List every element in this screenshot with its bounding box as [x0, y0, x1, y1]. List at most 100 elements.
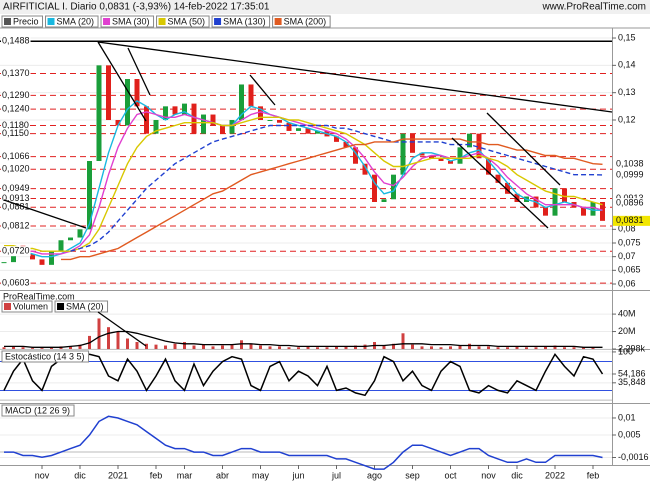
candle	[495, 174, 501, 183]
x-tick-label: feb	[587, 470, 600, 480]
volume-bar	[145, 343, 148, 349]
volume-bar	[221, 345, 224, 349]
legend-label: Precio	[13, 16, 39, 26]
level-label: 0,1290	[2, 90, 30, 100]
trend-line	[97, 311, 147, 347]
legend-box	[1, 404, 75, 417]
trend-line	[3, 199, 87, 229]
volume-bar	[297, 347, 300, 349]
level-label-bg	[1, 90, 31, 101]
legend-box	[272, 15, 331, 28]
y-tick-label: 54,186	[618, 368, 646, 378]
candle	[600, 201, 605, 221]
candle	[163, 106, 168, 121]
level-label: 0,1150	[2, 128, 29, 138]
level-label-bg	[1, 202, 31, 213]
x-tick-label: jul	[331, 470, 341, 480]
legend-box	[1, 300, 53, 313]
candle	[106, 65, 111, 121]
price-marker-label: 0,0831	[616, 215, 644, 225]
volume-bar	[572, 347, 576, 349]
volume-bar	[278, 346, 281, 349]
volume-bar	[420, 346, 424, 349]
volume-bar	[107, 327, 110, 349]
volume-bar	[268, 346, 272, 349]
legend-label: SMA (20)	[66, 301, 104, 311]
price-marker-label: 0,0999	[616, 169, 644, 179]
sma-line	[61, 138, 603, 261]
candle	[125, 79, 130, 126]
candle	[1, 262, 7, 264]
candle	[362, 163, 368, 175]
legend-swatch	[274, 18, 282, 25]
candle	[467, 133, 472, 148]
candle	[448, 161, 453, 164]
level-label-bg	[1, 278, 31, 289]
candle	[552, 188, 558, 216]
y-tick-label: 0,065	[618, 265, 641, 275]
legend-label: SMA (50)	[168, 16, 206, 26]
price-marker	[613, 159, 650, 170]
level-label-bg	[1, 151, 31, 162]
price-marker	[613, 169, 650, 180]
candle	[429, 155, 434, 159]
y-tick-label: 40M	[618, 308, 636, 318]
candle	[96, 65, 102, 162]
volume-bar	[116, 331, 120, 349]
volume-bar	[325, 347, 329, 349]
price-marker	[613, 198, 650, 209]
candle	[400, 133, 406, 175]
level-label: 0,0913	[2, 193, 30, 203]
level-label: 0,1240	[2, 103, 30, 113]
price-marker-label: 0,0896	[616, 197, 644, 207]
volume-bar	[392, 343, 395, 349]
candle	[30, 253, 35, 260]
candle	[505, 182, 510, 194]
candle	[220, 125, 225, 134]
y-tick-label: 0,06	[618, 278, 636, 288]
panel-borders	[0, 27, 650, 466]
volume-bar	[458, 345, 462, 349]
marks: 0,15 0,14 0,13 0,12 0,08 0,075 0,07 0,065 0,06 40…	[0, 15, 650, 480]
candle	[305, 128, 311, 134]
level-label-bg	[1, 36, 31, 47]
volume-bar	[173, 343, 177, 349]
volume-bar	[563, 347, 566, 349]
candle	[343, 141, 349, 148]
volume-bar	[249, 343, 253, 349]
candle	[58, 240, 64, 252]
candle	[210, 114, 216, 126]
x-tick-label: may	[252, 470, 270, 480]
level-label-bg	[1, 193, 31, 204]
site: www.ProRealTime.com	[541, 2, 646, 13]
level-label: 0,1066	[2, 151, 30, 161]
volume-sma	[4, 330, 603, 348]
y-tick-label: 35,848	[618, 377, 646, 387]
sma-line	[4, 111, 603, 255]
volume-bar	[382, 345, 386, 349]
volume-bar	[496, 347, 500, 349]
candle	[201, 114, 206, 134]
y-tick-label: -0,0016	[618, 452, 649, 462]
y-tick-label: 20M	[618, 326, 636, 336]
legend-label: SMA (20)	[57, 16, 95, 26]
level-label: 0,0812	[2, 220, 30, 230]
volume-bar	[344, 346, 348, 349]
volume-bar	[192, 345, 196, 349]
volume-bar	[69, 346, 72, 349]
volume-bar	[2, 347, 6, 349]
level-label-bg	[1, 183, 31, 194]
level-label: 0,1180	[2, 120, 29, 130]
legend-label: Estocástico (14 3 5)	[5, 351, 85, 361]
legend-label: SMA (130)	[223, 16, 266, 26]
level-label-bg	[1, 221, 31, 232]
legend-box	[211, 15, 271, 28]
candle	[258, 106, 263, 121]
y-tick-label: 0,12	[618, 114, 636, 124]
x-tick-label: dic	[511, 470, 523, 480]
volume-bar	[553, 345, 557, 349]
candle	[438, 158, 444, 162]
legend-swatch	[103, 18, 111, 25]
volume-bar	[468, 343, 471, 349]
header-bar	[0, 0, 650, 14]
